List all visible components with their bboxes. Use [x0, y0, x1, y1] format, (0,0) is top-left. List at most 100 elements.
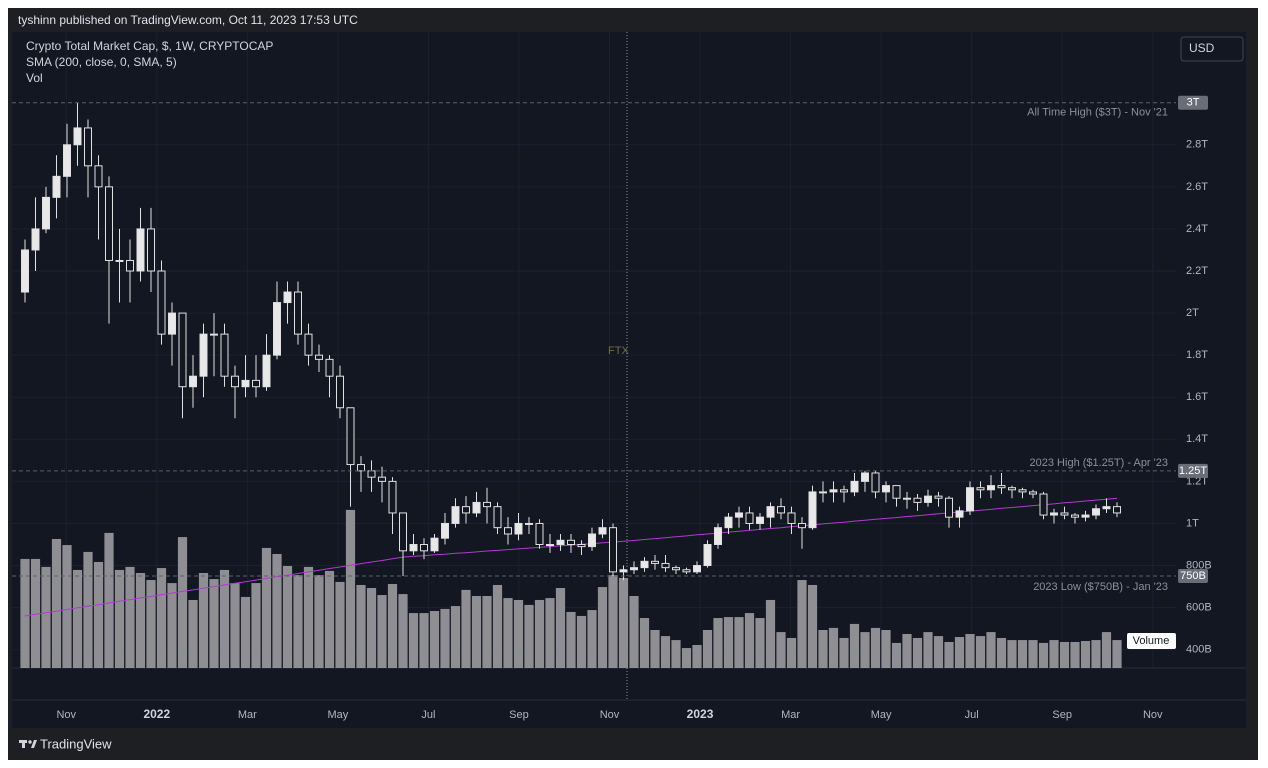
volume-bar [251, 583, 261, 668]
volume-bar [608, 575, 618, 668]
candle-body [126, 259, 134, 272]
volume-bar [671, 640, 681, 668]
y-tick-label: 800B [1186, 559, 1212, 571]
x-tick-label: Mar [781, 709, 800, 721]
candle-body [21, 249, 29, 293]
volume-bar [534, 599, 545, 668]
volume-bar [681, 648, 692, 668]
candle-body [535, 522, 544, 546]
candle-body [94, 165, 103, 188]
candle-body [850, 480, 859, 493]
volume-bar [1028, 640, 1038, 668]
volume-bar [209, 579, 219, 668]
candle-body [1050, 512, 1058, 516]
volume-bar [1007, 640, 1017, 668]
volume-bar [818, 630, 828, 668]
volume-bar [902, 633, 912, 668]
volume-bar [828, 627, 839, 668]
candle-body [903, 497, 911, 500]
x-tick-label: May [871, 709, 892, 721]
volume-bar [996, 637, 1007, 668]
volume-bar [104, 532, 114, 668]
candle-body [357, 464, 365, 472]
candle-body [241, 379, 250, 388]
candle-body [304, 333, 313, 356]
candle-body [493, 506, 502, 529]
volume-bar [1070, 641, 1080, 668]
volume-bar [965, 633, 975, 668]
volume-bar [230, 583, 240, 668]
candle-body [409, 544, 418, 552]
candle-body [966, 487, 974, 512]
candle-body [168, 312, 176, 335]
candle-body [367, 470, 376, 478]
level-note: 2023 High ($1.25T) - Apr '23 [1030, 457, 1168, 469]
x-tick-label: 2022 [143, 707, 170, 721]
currency-button[interactable] [1180, 36, 1244, 62]
y-tick-label: 1.8T [1186, 349, 1208, 361]
candle-body [808, 491, 817, 529]
candle-body [976, 487, 985, 491]
volume-bar [461, 589, 471, 668]
volume-bar [513, 599, 524, 668]
y-tick-label: 1.6T [1186, 391, 1208, 403]
x-tick-label: 2023 [687, 707, 714, 721]
level-tag-label: 3T [1187, 97, 1200, 109]
candle-body [262, 354, 271, 388]
volume-bar [870, 627, 881, 668]
candle-body [147, 228, 155, 272]
volume-bar [335, 581, 345, 668]
candle-body [693, 565, 701, 573]
candle-body [546, 544, 554, 547]
candle-body [682, 569, 691, 573]
candle-body [987, 485, 995, 491]
candle-body [84, 127, 92, 167]
volume-bar [188, 599, 198, 668]
candle-body [945, 497, 953, 518]
candle-body [157, 270, 166, 335]
volume-bar [303, 566, 314, 668]
volume-bar [849, 623, 860, 668]
y-tick-label: 2.4T [1186, 223, 1208, 235]
level-tag [1178, 95, 1208, 110]
candle-body [567, 539, 575, 546]
volume-bar [923, 632, 933, 668]
candle-body [619, 569, 628, 573]
candle-body [105, 186, 113, 261]
volume-bar [944, 641, 954, 668]
candle-body [462, 506, 470, 514]
x-tick-label: Mar [238, 709, 257, 721]
candle-body [703, 544, 712, 567]
volume-bar [72, 569, 83, 668]
volume-bar [975, 636, 986, 668]
volume-bar [912, 637, 923, 668]
brand-name: TradingView [40, 736, 112, 751]
candle-body [504, 527, 512, 535]
volume-bar [1017, 640, 1028, 668]
candle-body [31, 228, 40, 251]
volume-bar [1038, 642, 1049, 668]
volume-bar [62, 545, 72, 668]
volume-bar [755, 618, 765, 668]
candle-body [735, 512, 743, 518]
level-tag [1178, 463, 1208, 478]
volume-bar [93, 561, 104, 668]
volume-bar [555, 588, 566, 668]
candle-body [745, 512, 754, 524]
candle-body [840, 489, 848, 493]
volume-bar [440, 608, 450, 668]
candle-body [640, 560, 649, 569]
candle-body [294, 291, 302, 335]
volume-bar [713, 618, 723, 668]
candle-body [1071, 514, 1079, 518]
volume-bar [566, 611, 576, 668]
candle-body [1081, 514, 1090, 518]
volume-bar [1112, 640, 1122, 668]
volume-bar [587, 610, 597, 668]
candle-body [136, 228, 145, 272]
currency-label[interactable]: USD [1189, 41, 1215, 55]
candle-body [661, 562, 670, 569]
volume-bar [219, 569, 230, 668]
candle-body [651, 560, 659, 564]
volume-bar [776, 632, 786, 668]
